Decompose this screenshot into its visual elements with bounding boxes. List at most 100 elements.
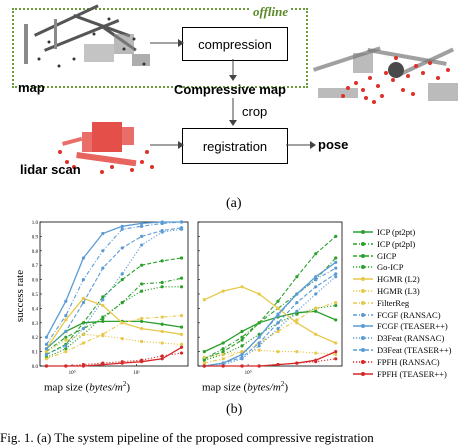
series-point-10 (44, 347, 49, 351)
series-point-3 (295, 312, 299, 316)
series-point-2 (295, 275, 299, 279)
legend-swatch (353, 312, 373, 317)
pipeline-figure: offline map compression (0, 0, 474, 211)
panel-b-caption: (b) (226, 402, 243, 417)
series-point-6 (314, 306, 318, 310)
registration-box: registration (182, 128, 288, 164)
series-point-2 (240, 338, 244, 342)
series-point-12 (276, 362, 280, 367)
series-point-12 (64, 364, 68, 368)
series-point-12 (160, 357, 164, 361)
series-point-11 (160, 354, 164, 358)
legend-swatch (353, 253, 373, 258)
arrow-lidar-to-registration (150, 141, 184, 149)
legend-swatch (353, 359, 373, 364)
series-point-8 (120, 224, 124, 228)
series-point-12 (334, 350, 338, 354)
series-point-0 (240, 329, 244, 334)
series-point-6 (295, 318, 299, 322)
series-point-7 (334, 266, 338, 270)
legend-label: D3Feat (RANSAC) (377, 333, 445, 344)
series-point-2 (221, 350, 225, 354)
series-point-4 (179, 332, 184, 336)
y-tick-label: 0.8 (32, 250, 39, 255)
series-point-9 (101, 298, 105, 302)
legend-swatch-marker (361, 336, 365, 341)
legend-item: FCGF (TEASER++) (353, 320, 448, 332)
series-point-4 (64, 318, 68, 322)
series-point-1 (179, 276, 184, 280)
series-point-2 (81, 321, 86, 325)
series-point-4 (314, 332, 318, 336)
series-point-6 (120, 321, 124, 325)
y-tick-label: 1.0 (32, 221, 39, 226)
success-rate-chart-right: 10⁰ (197, 221, 343, 376)
y-tick-label: 0.2 (32, 336, 39, 341)
compression-box: compression (182, 27, 288, 61)
legend-item: FilterReg (353, 297, 409, 309)
arrow-compression-to-map (229, 59, 237, 81)
series-point-9 (257, 344, 261, 348)
series-point-9 (334, 275, 338, 279)
series-point-3 (101, 315, 105, 319)
series-point-4 (295, 321, 299, 325)
legend-item: HGMR (L2) (353, 273, 420, 285)
y-tick-label: 0.1 (32, 351, 39, 356)
series-point-4 (140, 326, 144, 331)
series-line-9 (46, 228, 182, 356)
x-tick-label: 10⁰ (245, 370, 252, 376)
series-point-10 (221, 361, 225, 365)
series-point-0 (221, 341, 225, 345)
series-point-3 (257, 332, 261, 336)
legend-label: ICP (pt2pl) (377, 238, 416, 249)
series-line-11 (46, 352, 182, 367)
series-point-5 (179, 342, 184, 346)
series-point-8 (240, 352, 244, 357)
series-point-8 (140, 221, 144, 226)
legend-swatch-marker (361, 300, 365, 305)
series-point-6 (240, 350, 244, 354)
series-point-1 (160, 280, 164, 285)
series-point-4 (276, 306, 280, 310)
legend-item: ICP (pt2pl) (353, 238, 415, 250)
series-point-4 (81, 296, 86, 300)
legend-label: FilterReg (377, 297, 410, 308)
legend-swatch (353, 289, 373, 293)
legend-swatch (353, 324, 373, 329)
series-point-3 (202, 358, 206, 362)
series-point-9 (140, 243, 144, 247)
series-point-8 (160, 220, 164, 224)
series-point-5 (202, 355, 206, 359)
series-point-10 (64, 329, 68, 334)
legend-label: HGMR (L3) (377, 286, 420, 296)
series-point-12 (221, 364, 225, 368)
series-point-8 (257, 335, 261, 339)
series-point-12 (202, 364, 206, 368)
series-point-6 (81, 341, 86, 345)
series-point-0 (202, 350, 206, 354)
series-point-12 (101, 362, 105, 367)
series-point-5 (160, 341, 164, 345)
series-point-12 (314, 358, 318, 362)
series-point-12 (179, 345, 184, 349)
legend-swatch (353, 230, 373, 234)
series-point-5 (140, 339, 144, 344)
legend-label: FCGF (TEASER++) (377, 321, 448, 332)
legend-swatch-marker (361, 324, 365, 329)
series-line-4 (204, 286, 336, 344)
y-tick-label: 0.5 (32, 293, 39, 298)
x-tick-label: 10¹ (133, 370, 140, 376)
series-point-9 (120, 272, 124, 276)
series-point-0 (314, 309, 318, 313)
xlabel-right: map size (bytes/m2) (202, 380, 288, 394)
offline-region (12, 8, 308, 88)
series-point-6 (179, 314, 184, 318)
plot-frame (39, 221, 189, 367)
y-tick-label: 0.7 (32, 264, 39, 269)
series-point-3 (179, 285, 184, 289)
series-point-4 (240, 285, 244, 289)
series-point-3 (334, 303, 338, 308)
series-point-1 (221, 347, 225, 351)
series-point-4 (334, 341, 338, 345)
y-tick-label: 0.6 (32, 279, 39, 284)
